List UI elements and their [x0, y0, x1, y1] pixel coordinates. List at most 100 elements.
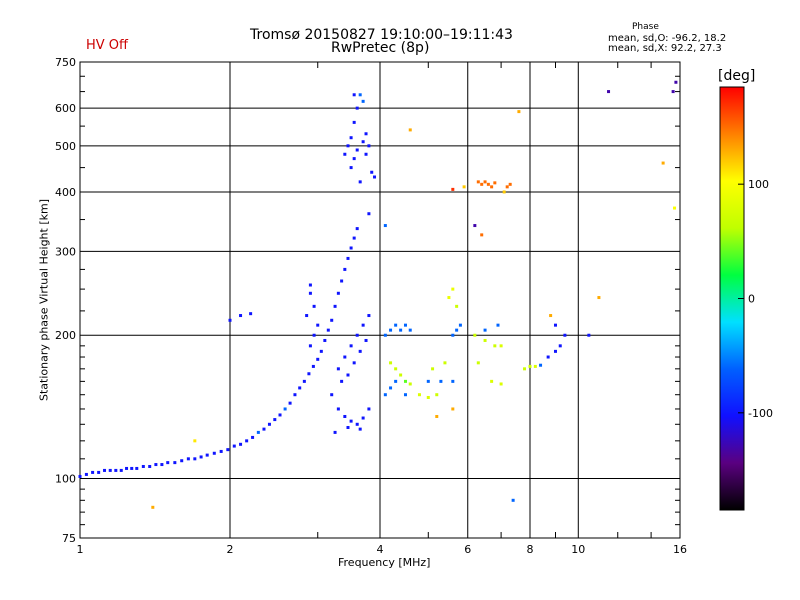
data-point [355, 333, 359, 337]
data-point [587, 333, 591, 337]
data-point [451, 187, 455, 191]
data-point [403, 393, 407, 397]
data-point [480, 233, 484, 237]
data-point [394, 379, 398, 383]
data-point [311, 364, 315, 368]
data-point [346, 144, 350, 148]
data-point [148, 464, 152, 468]
data-point [558, 344, 562, 348]
data-point [343, 152, 347, 156]
data-point [361, 99, 365, 103]
data-point [249, 312, 253, 316]
data-point [490, 379, 494, 383]
x-tick-label: 16 [673, 543, 687, 556]
data-point [349, 344, 353, 348]
data-point [349, 419, 353, 423]
data-point [298, 386, 302, 390]
data-point [186, 457, 190, 461]
data-point [333, 304, 337, 308]
data-point [166, 461, 170, 465]
data-point [364, 338, 368, 342]
x-tick-label: 1 [77, 543, 84, 556]
data-point [364, 132, 368, 136]
data-point [245, 439, 249, 443]
data-point [408, 382, 412, 386]
data-point [502, 190, 506, 194]
chart-subtitle: RwPretec (8p) [331, 40, 430, 56]
data-point [340, 379, 344, 383]
x-tick-label: 4 [377, 543, 384, 556]
phase-stats-o: mean, sd,O: -96.2, 18.2 [608, 33, 727, 44]
y-tick-label: 200 [55, 329, 76, 342]
status-label: HV Off [86, 38, 128, 53]
data-point [193, 457, 197, 461]
data-point [373, 175, 377, 179]
data-point [549, 314, 553, 318]
data-point [352, 120, 356, 124]
data-point [308, 291, 312, 295]
data-point [490, 185, 494, 189]
data-point [78, 474, 82, 478]
data-point [358, 427, 362, 431]
data-point [130, 466, 134, 470]
data-point [383, 224, 387, 228]
data-point [426, 395, 430, 399]
data-point [239, 442, 243, 446]
data-point [367, 144, 371, 148]
data-point [349, 246, 353, 250]
data-point [364, 152, 368, 156]
data-point [435, 414, 439, 418]
data-point [403, 323, 407, 327]
data-point [435, 393, 439, 397]
data-point [180, 459, 184, 463]
data-point [486, 182, 490, 186]
y-tick-label: 300 [55, 245, 76, 258]
data-point [346, 256, 350, 260]
data-point [160, 463, 164, 467]
data-point [483, 328, 487, 332]
data-point [358, 349, 362, 353]
data-point [483, 180, 487, 184]
data-point [125, 466, 129, 470]
data-point [499, 344, 503, 348]
data-point [343, 267, 347, 271]
data-point [336, 367, 340, 371]
data-point [661, 161, 665, 165]
data-point [451, 407, 455, 411]
data-point [283, 407, 287, 411]
data-point [355, 422, 359, 426]
data-point [316, 357, 320, 361]
data-point [476, 361, 480, 365]
data-point [671, 90, 675, 94]
data-point [256, 430, 260, 434]
data-point [239, 314, 243, 318]
y-tick-label: 500 [55, 140, 76, 153]
x-axis-label: Frequency [MHz] [338, 556, 431, 569]
data-point [91, 470, 95, 474]
data-point [273, 418, 277, 422]
x-tick-label: 8 [527, 543, 534, 556]
data-point [135, 466, 139, 470]
x-tick-label: 10 [571, 543, 585, 556]
data-point [673, 206, 677, 210]
data-point [455, 328, 459, 332]
data-point [403, 379, 407, 383]
data-point [173, 461, 177, 465]
data-point [251, 435, 255, 439]
data-point [352, 157, 356, 161]
data-point [312, 304, 316, 308]
data-point [408, 128, 412, 132]
data-point [352, 236, 356, 240]
data-point [97, 470, 101, 474]
data-point [447, 296, 451, 300]
data-point [528, 364, 532, 368]
data-point [483, 338, 487, 342]
data-point [219, 449, 223, 453]
data-point [212, 451, 216, 455]
data-point [352, 93, 356, 97]
data-point [443, 361, 447, 365]
data-point [417, 393, 421, 397]
data-point [451, 287, 455, 291]
data-point [473, 224, 477, 228]
data-point [288, 401, 292, 405]
